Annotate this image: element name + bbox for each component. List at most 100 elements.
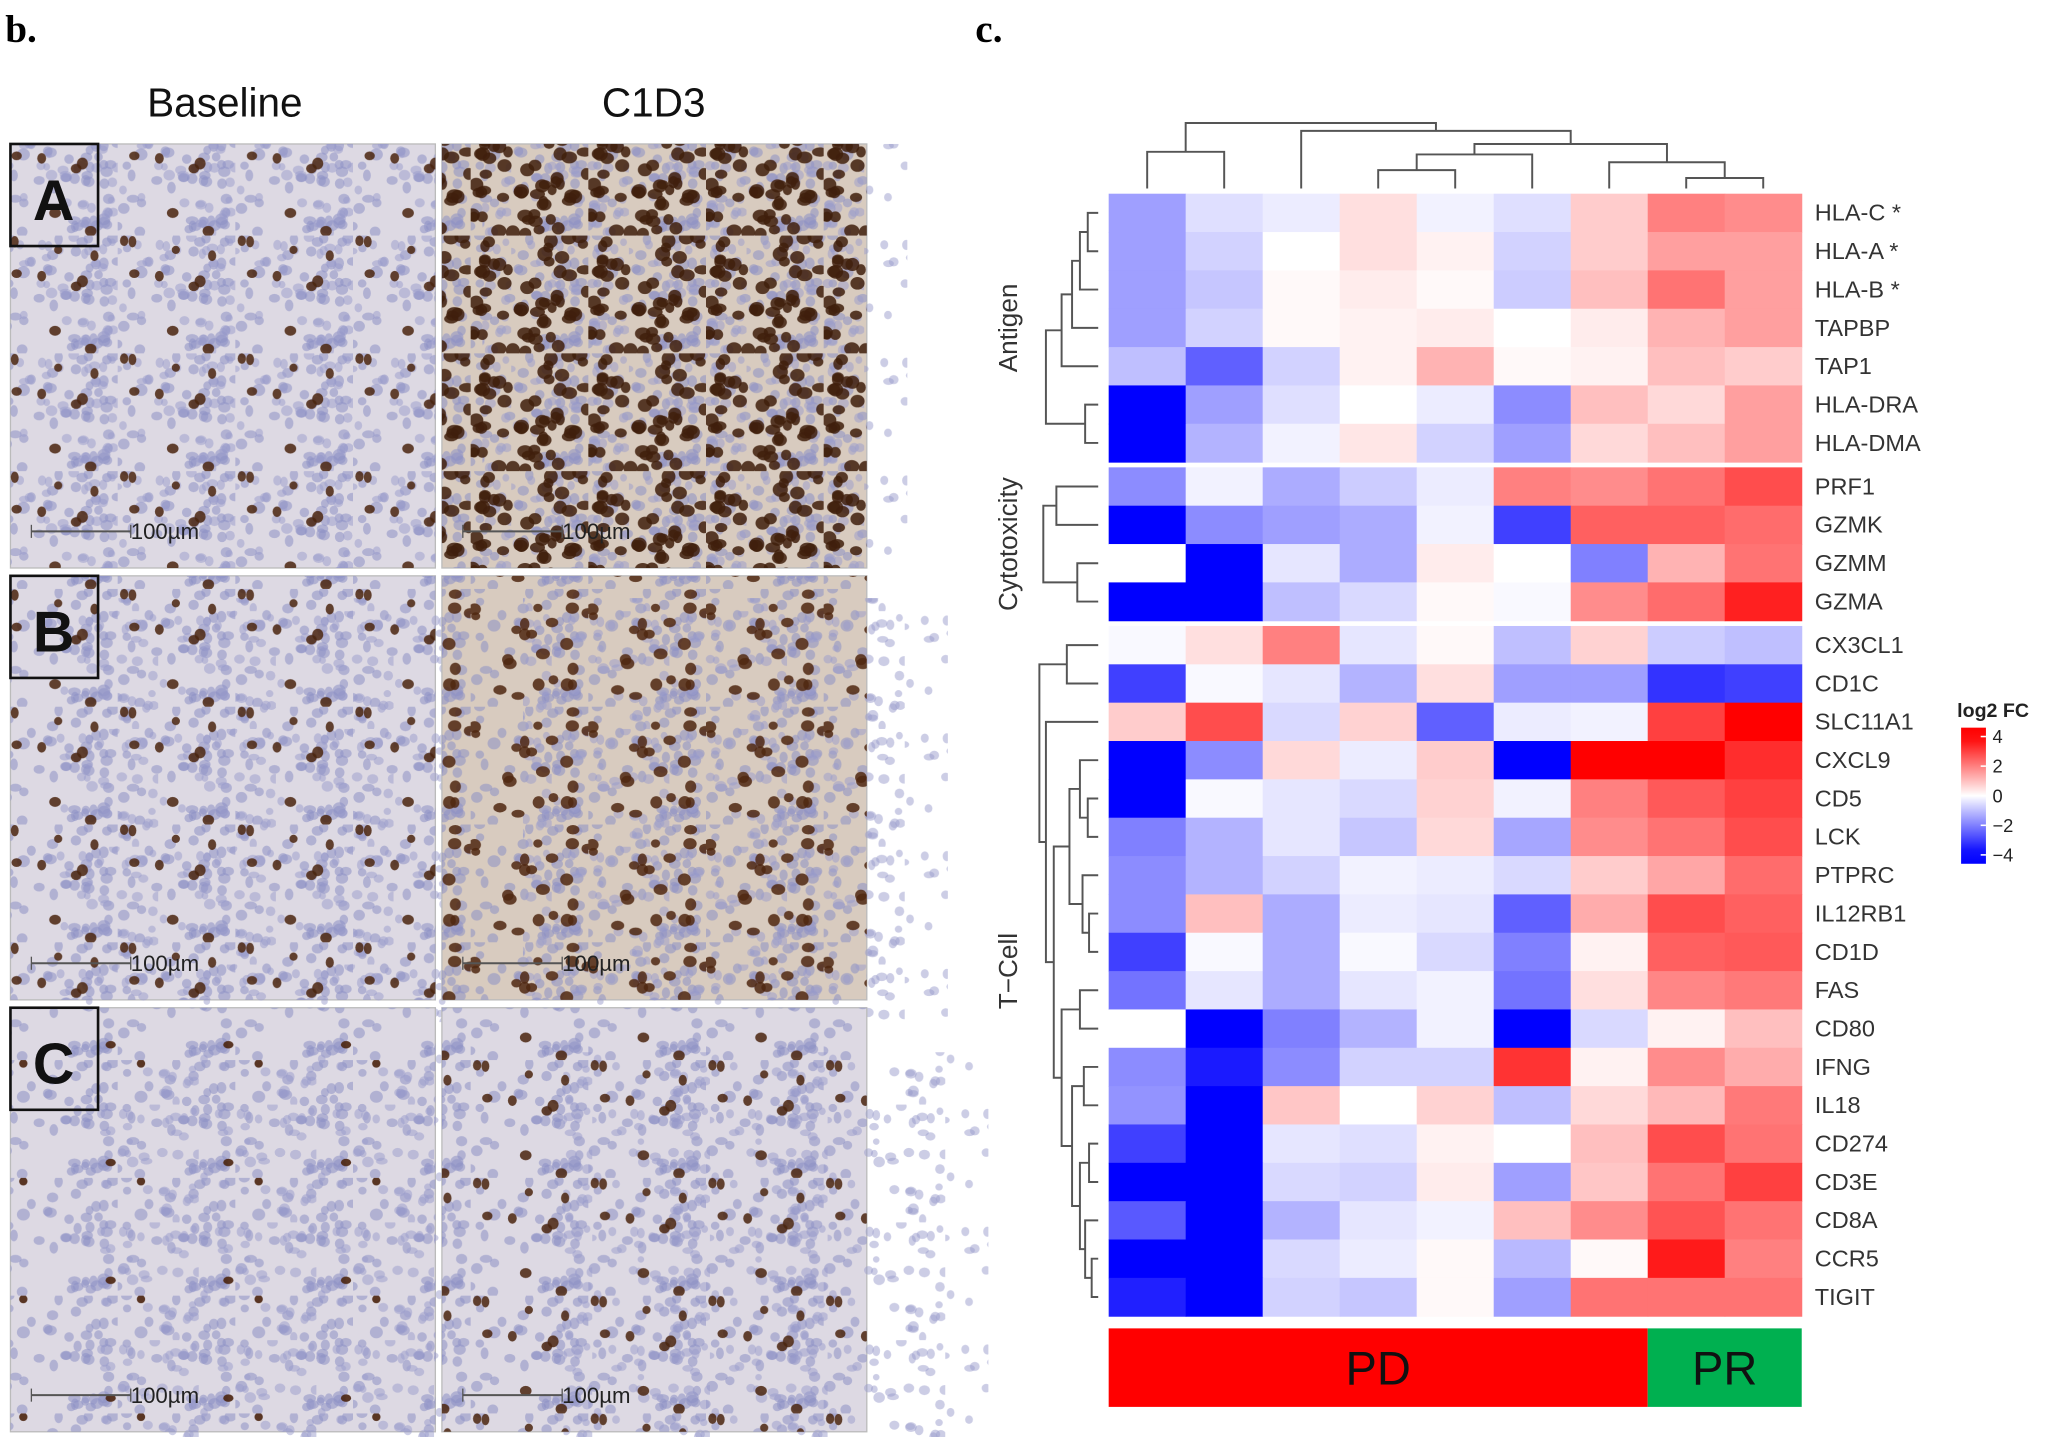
heatmap-cell (1570, 193, 1649, 233)
row-label: HLA-DRA (1815, 391, 1919, 417)
heatmap-cell (1570, 1086, 1649, 1125)
stain-texture (10, 143, 436, 568)
heatmap-cell (1570, 625, 1649, 665)
row-label: TIGIT (1815, 1284, 1875, 1310)
heatmap-cell (1570, 932, 1649, 972)
row-label: PRF1 (1815, 473, 1875, 499)
row-label: HLA-C * (1815, 200, 1901, 226)
heatmap-cell (1108, 467, 1187, 507)
row-dendrogram (1060, 1008, 1080, 1148)
heatmap-cell (1262, 971, 1341, 1010)
row-dendrogram (1071, 1085, 1084, 1207)
heatmap-cell (1108, 347, 1187, 386)
heatmap-cell (1724, 467, 1803, 507)
heatmap-cell (1416, 467, 1495, 507)
heatmap-cell (1493, 385, 1572, 425)
heatmap-cell (1647, 664, 1726, 704)
heatmap-cell (1570, 741, 1649, 780)
heatmap-cell (1570, 1277, 1649, 1317)
heatmap-cell (1108, 1047, 1187, 1087)
heatmap-cell (1339, 779, 1418, 819)
scale-bar-label: 100µm (562, 519, 630, 544)
heatmap-cell (1262, 467, 1341, 507)
heatmap-cell (1647, 779, 1726, 819)
heatmap-cell (1570, 1124, 1649, 1164)
heatmap-cell (1108, 1162, 1187, 1202)
heatmap-cell (1724, 856, 1803, 895)
heatmap-cell (1647, 1239, 1726, 1279)
heatmap-cell (1647, 308, 1726, 348)
heatmap-cell (1262, 347, 1341, 386)
heatmap-cell (1570, 1047, 1649, 1087)
heatmap-cell (1724, 741, 1803, 780)
heatmap-cell (1262, 582, 1341, 622)
heatmap-cell (1647, 1277, 1726, 1317)
row-label: IL18 (1815, 1092, 1861, 1118)
row-group-label: T−Cell (993, 933, 1023, 1009)
heatmap-cell (1570, 779, 1649, 819)
row-label: CCR5 (1815, 1246, 1879, 1272)
column-group-bar (1647, 1328, 1802, 1407)
heatmap-cell (1647, 385, 1726, 425)
colorbar-tick-label: 4 (1992, 726, 2002, 747)
heatmap-cell (1108, 270, 1187, 310)
heatmap-cell (1647, 1009, 1726, 1049)
heatmap-cell (1416, 625, 1495, 665)
heatmap-cell (1493, 856, 1572, 895)
heatmap-cell (1493, 423, 1572, 463)
heatmap-cell (1493, 664, 1572, 704)
heatmap-cell (1570, 385, 1649, 425)
heatmap-cell (1108, 232, 1187, 271)
heatmap-cell (1570, 582, 1649, 622)
histology-image: 100µm (441, 143, 908, 569)
heatmap-cell (1647, 932, 1726, 972)
heatmap-cell (1339, 232, 1418, 271)
heatmap-cell (1416, 347, 1495, 386)
column-dendrogram (1415, 153, 1534, 189)
heatmap-cell (1570, 1239, 1649, 1279)
row-dendrogram (1084, 403, 1099, 444)
heatmap-cell (1724, 582, 1803, 622)
row-dendrogram (1088, 1142, 1099, 1183)
heatmap-cell (1339, 193, 1418, 233)
heatmap-cell (1108, 971, 1187, 1010)
histology-image: 100µm (441, 1007, 989, 1437)
heatmap-cell (1493, 894, 1572, 934)
heatmap-cell (1339, 1162, 1418, 1202)
heatmap-cell (1108, 779, 1187, 819)
heatmap-cell (1262, 423, 1341, 463)
heatmap-cell (1185, 741, 1264, 780)
heatmap-cell (1493, 467, 1572, 507)
heatmap-cell (1262, 664, 1341, 704)
heatmap-cell (1185, 1201, 1264, 1241)
row-label: CD8A (1815, 1207, 1878, 1233)
heatmap-cell (1416, 544, 1495, 583)
heatmap-cell (1185, 1009, 1264, 1049)
heatmap-cell (1647, 270, 1726, 310)
row-label: GZMM (1815, 550, 1887, 576)
heatmap-cell (1416, 779, 1495, 819)
column-dendrogram (1473, 142, 1668, 163)
heatmap-cell (1185, 270, 1264, 310)
heatmap-cell (1339, 741, 1418, 780)
heatmap-cell (1185, 423, 1264, 463)
heatmap-cell (1108, 932, 1187, 972)
heatmap-cell (1416, 702, 1495, 742)
row-label: CD274 (1815, 1130, 1888, 1156)
panel-label: b. (5, 8, 37, 51)
heatmap-cell (1416, 308, 1495, 348)
heatmap-cell (1416, 894, 1495, 934)
heatmap-cell (1185, 544, 1264, 583)
heatmap-cell (1185, 625, 1264, 665)
heatmap-cell (1724, 544, 1803, 583)
heatmap-cell (1570, 1162, 1649, 1202)
row-dendrogram (1082, 1065, 1099, 1107)
heatmap-cell (1262, 894, 1341, 934)
heatmap-cell (1493, 1239, 1572, 1279)
heatmap-cell (1493, 544, 1572, 583)
heatmap-cell (1493, 347, 1572, 386)
colorbar-tick-label: −2 (1992, 815, 2013, 836)
heatmap-cell (1724, 1201, 1803, 1241)
heatmap-cell (1493, 1009, 1572, 1049)
